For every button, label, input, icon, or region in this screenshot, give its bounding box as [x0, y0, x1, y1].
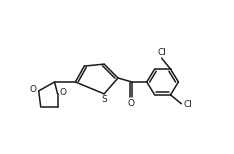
Text: Cl: Cl — [158, 48, 167, 57]
Text: O: O — [30, 85, 37, 94]
Text: Cl: Cl — [183, 100, 192, 109]
Text: O: O — [128, 99, 135, 108]
Text: S: S — [102, 95, 107, 104]
Text: O: O — [59, 88, 66, 97]
